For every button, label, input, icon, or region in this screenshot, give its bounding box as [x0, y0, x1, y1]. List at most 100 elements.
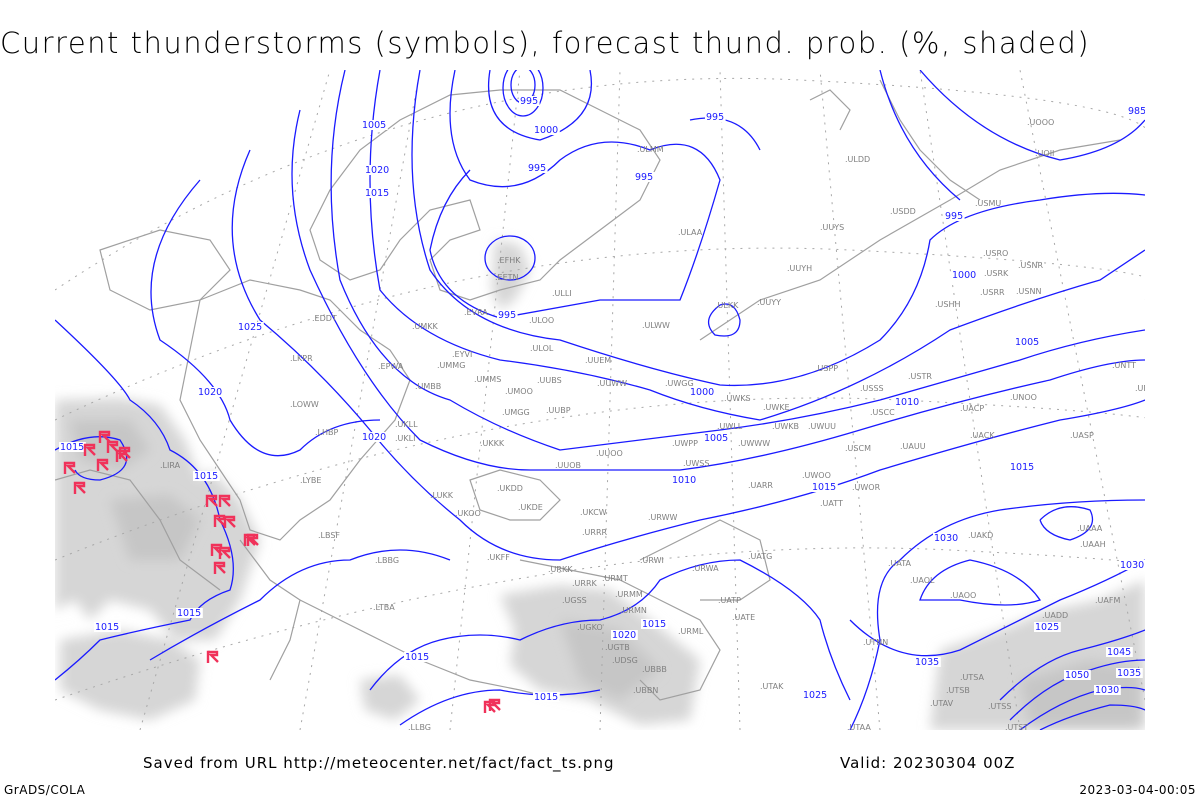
station-label-utsb: .UTSB: [946, 686, 970, 695]
station-label-urwa: .URWA: [692, 564, 719, 573]
station-label-usmu: .USMU: [975, 199, 1001, 208]
station-label-uaah: .UAAH: [1080, 540, 1106, 549]
isobar-label: 1015: [60, 442, 84, 453]
station-label-uuob: .UUOB: [555, 461, 581, 470]
station-label-ukff: .UKFF: [487, 553, 510, 562]
thunderstorm-flag-icon: [63, 461, 76, 474]
source-url-label: Saved from URL http://meteocenter.net/fa…: [143, 754, 615, 772]
station-label-uwoo: .UWOO: [802, 471, 831, 480]
station-label-usdd: .USDD: [890, 207, 916, 216]
station-label-eyvi: .EYVI: [452, 350, 472, 359]
station-label-uadd: .UADD: [1042, 611, 1068, 620]
station-label-lkpr: .LKPR: [290, 354, 313, 363]
station-label-uata: .UATA: [888, 559, 912, 568]
station-label-uuem: .UUEM: [585, 356, 611, 365]
station-label-utnn: .UTNN: [863, 638, 888, 647]
station-label-uloo: .ULOO: [529, 316, 554, 325]
station-label-uubp: .UUBP: [546, 406, 571, 415]
station-label-uwww: .UWWW: [738, 439, 770, 448]
station-label-utaa: .UTAA: [847, 723, 871, 732]
isobar-label: 1025: [238, 322, 262, 333]
station-label-uooo: .UOOO: [1027, 118, 1054, 127]
station-label-uuyh: .UUYH: [787, 264, 812, 273]
station-label-uwkb: .UWKB: [772, 422, 799, 431]
isobar-label: 1030: [1120, 560, 1144, 571]
station-label-usss: .USSS: [860, 384, 884, 393]
station-label-urwi: .URWI: [640, 556, 664, 565]
isobar-label: 1020: [362, 432, 386, 443]
thunderstorm-symbols: [63, 430, 501, 713]
thunderstorm-flag-icon: [218, 494, 231, 507]
isobar-labels: 995 1000 1005 1020 1015 995 995 995 995 985 1000 10…: [59, 96, 1145, 703]
station-label-ubbb: .UBBB: [642, 665, 667, 674]
isobar-label: 995: [945, 211, 963, 222]
isobar-label: 1015: [177, 608, 201, 619]
station-label-ulww: .ULWW: [642, 321, 670, 330]
station-labels: .ULMM .ULDD .UOOO .UOII .USMU .USDD .UUYS .ULAA…: [160, 118, 1145, 732]
station-label-ulaa: .ULAA: [678, 228, 703, 237]
station-label-uacp: .UACP: [960, 404, 984, 413]
isobar-label: 995: [528, 163, 546, 174]
station-label-uwor: .UWOR: [852, 483, 881, 492]
station-label-uoii: .UOII: [1035, 149, 1054, 158]
station-label-loww: .LOWW: [290, 400, 319, 409]
station-label-uarr: .UARR: [748, 481, 773, 490]
station-label-lbbg: .LBBG: [375, 556, 399, 565]
coastlines: [55, 79, 1121, 701]
station-label-ulkk: .ULKK: [715, 301, 739, 310]
station-label-uaol: .UAOL: [910, 576, 935, 585]
thunderstorm-flag-icon: [246, 533, 259, 546]
isobar-label: 1005: [362, 120, 386, 131]
isobar-label: 1000: [534, 125, 558, 136]
station-label-udsg: .UDSG: [612, 656, 638, 665]
station-label-eetn: .EETN: [495, 273, 519, 282]
lat-lon-grid: [55, 70, 1145, 730]
isobar-label: 1030: [934, 533, 958, 544]
valid-time-label: Valid: 20230304 00Z: [840, 754, 1016, 772]
station-label-ulli: .ULLI: [552, 289, 572, 298]
station-label-utak: .UTAK: [760, 682, 784, 691]
thunderstorm-flag-icon: [96, 458, 109, 471]
station-label-uubs: .UUBS: [537, 376, 562, 385]
isobar-label: 1050: [1065, 670, 1089, 681]
isobar-label: 1020: [612, 630, 636, 641]
thunderstorm-flag-icon: [210, 543, 223, 556]
isobar-label: 1015: [642, 619, 666, 630]
station-label-ukoo: .UKOO: [455, 509, 481, 518]
station-label-untt: .UNTT: [1112, 361, 1136, 370]
station-label-ulol: .ULOL: [530, 344, 554, 353]
station-label-uwpp: .UWPP: [672, 439, 698, 448]
station-label-ukdd: .UKDD: [497, 484, 523, 493]
station-label-urkk: .URKK: [548, 565, 573, 574]
station-label-usnr: .USNR: [1018, 261, 1043, 270]
station-label-utav: .UTAV: [930, 699, 954, 708]
isobar-label: 995: [520, 96, 538, 107]
station-label-uuyy: .UUYY: [757, 298, 781, 307]
isobar-label: 1015: [365, 188, 389, 199]
station-label-uwke: .UWKE: [763, 403, 790, 412]
station-label-uldd: .ULDD: [845, 155, 870, 164]
station-label-ummg: .UMMG: [437, 361, 465, 370]
station-label-usro: .USRO: [983, 249, 1008, 258]
thunderstorm-flag-icon: [98, 430, 111, 443]
generated-timestamp: 2023-03-04-00:05: [1079, 783, 1196, 797]
station-label-uatt: .UATT: [820, 499, 843, 508]
station-label-ukkk: .UKKK: [480, 439, 505, 448]
station-label-ugtb: .UGTB: [605, 643, 630, 652]
station-label-ubbn: .UBBN: [633, 686, 658, 695]
station-label-uack: .UACK: [970, 431, 995, 440]
station-label-uafm: .UAFM: [1095, 596, 1120, 605]
station-label-uuys: .UUYS: [820, 223, 844, 232]
station-label-ltba: .LTBA: [373, 603, 395, 612]
thunderstorm-flag-icon: [205, 494, 218, 507]
station-label-ukli: .UKLI: [395, 434, 415, 443]
station-label-urmt: .URMT: [602, 574, 628, 583]
station-label-uwks: .UWKS: [724, 394, 751, 403]
station-label-umms: .UMMS: [474, 375, 501, 384]
isobar-label: 1015: [194, 471, 218, 482]
station-label-uspp: .USPP: [815, 364, 838, 373]
isobar-label: 1020: [198, 387, 222, 398]
isobar-label: 1010: [672, 475, 696, 486]
thunderstorm-flag-icon: [213, 561, 226, 574]
station-label-umkk: .UMKK: [412, 322, 439, 331]
